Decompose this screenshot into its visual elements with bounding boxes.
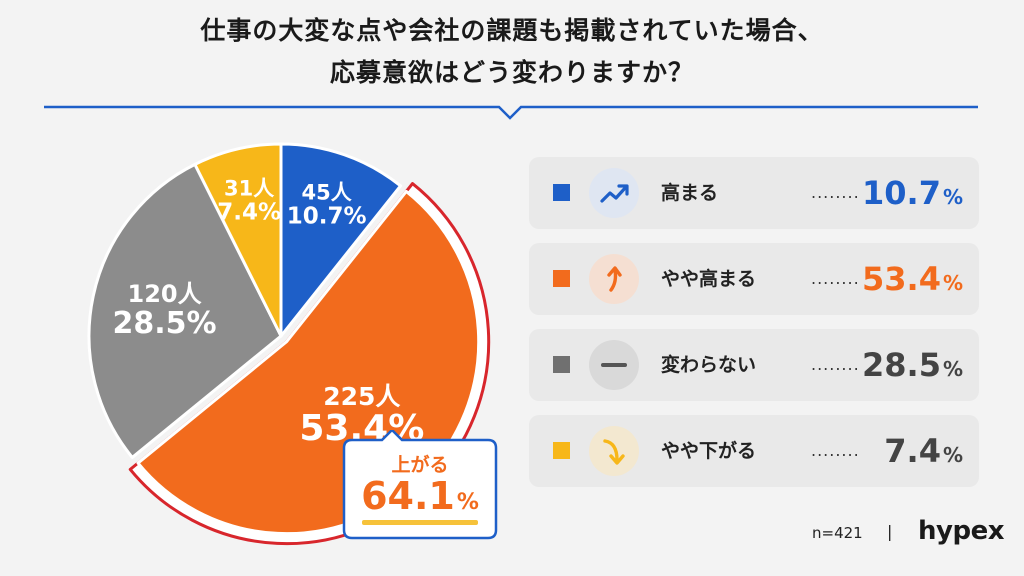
slice-count-yaya-sagaru: 31人	[224, 176, 275, 201]
legend-value-number: 53.4	[862, 260, 941, 298]
chart-title: 仕事の大変な点や会社の課題も掲載されていた場合、 応募意欲はどう変わりますか？	[0, 10, 1024, 94]
legend-swatch-yellow	[553, 442, 570, 459]
slice-pct-kawaranai: 28.5%	[112, 305, 217, 341]
legend-item-yaya-takamaru: やや高まる ........ 53.4%	[529, 243, 979, 315]
title-underline	[44, 105, 978, 120]
legend-item-takamaru: 高まる ........ 10.7%	[529, 157, 979, 229]
legend-swatch-blue	[553, 184, 570, 201]
legend-value-unit: %	[942, 271, 963, 295]
legend-value-number: 28.5	[862, 346, 941, 384]
brand-logo: hypex	[918, 516, 1004, 546]
legend-dots: ........	[811, 269, 860, 288]
pie-slice-yaya-sagaru	[193, 142, 283, 338]
minus-icon	[589, 340, 639, 390]
legend-dots: ........	[811, 441, 860, 460]
legend-swatch-orange	[553, 270, 570, 287]
pie-slice-kawaranai	[87, 162, 283, 459]
title-line-2: 応募意欲はどう変わりますか？	[329, 58, 694, 87]
slice-label-takamaru: 45人 10.7%	[287, 182, 367, 230]
legend-dots: ........	[811, 355, 860, 374]
legend-value-yaya-takamaru: 53.4%	[862, 243, 963, 319]
arrow-down-right-icon	[589, 426, 639, 476]
legend-value-number: 10.7	[862, 174, 941, 212]
callout-underline	[362, 520, 478, 525]
title-line-1: 仕事の大変な点や会社の課題も掲載されていた場合、	[200, 16, 824, 45]
increase-callout: 上がる 64.1%	[340, 430, 500, 540]
slice-pct-yaya-sagaru: 7.4%	[217, 199, 282, 226]
slice-count-kawaranai: 120人	[127, 279, 202, 308]
callout-label: 上がる	[391, 454, 449, 476]
legend-value-yaya-sagaru: 7.4%	[884, 415, 963, 491]
legend-value-unit: %	[942, 443, 963, 467]
legend-value-unit: %	[942, 185, 963, 209]
pie-slice-takamaru	[279, 142, 403, 338]
trending-up-icon	[589, 168, 639, 218]
legend-label-takamaru: 高まる	[661, 182, 719, 204]
slice-count-takamaru: 45人	[301, 180, 352, 205]
slice-count-yaya-takamaru: 225人	[323, 381, 401, 411]
slice-label-yaya-sagaru: 31人 7.4%	[217, 178, 281, 226]
callout-bubble	[342, 430, 498, 540]
legend-label-yaya-takamaru: やや高まる	[661, 268, 757, 290]
legend-value-takamaru: 10.7%	[862, 157, 963, 233]
callout-value: 64.1%	[340, 474, 500, 525]
legend-value-number: 7.4	[884, 432, 941, 470]
arrow-up-icon	[589, 254, 639, 304]
legend-value-kawaranai: 28.5%	[862, 329, 963, 405]
callout-value-unit: %	[456, 490, 479, 515]
legend-swatch-gray	[553, 356, 570, 373]
legend-dots: ........	[811, 183, 860, 202]
callout-value-number: 64.1	[361, 474, 455, 518]
legend-label-kawaranai: 変わらない	[661, 354, 757, 376]
legend-label-yaya-sagaru: やや下がる	[661, 440, 757, 462]
legend-value-unit: %	[942, 357, 963, 381]
legend-item-yaya-sagaru: やや下がる ........ 7.4%	[529, 415, 979, 487]
slice-pct-takamaru: 10.7%	[286, 203, 367, 230]
legend-item-kawaranai: 変わらない ........ 28.5%	[529, 329, 979, 401]
sample-size: n=421	[812, 524, 863, 542]
footer-separator: |	[887, 522, 893, 541]
slice-label-kawaranai: 120人 28.5%	[112, 279, 217, 341]
